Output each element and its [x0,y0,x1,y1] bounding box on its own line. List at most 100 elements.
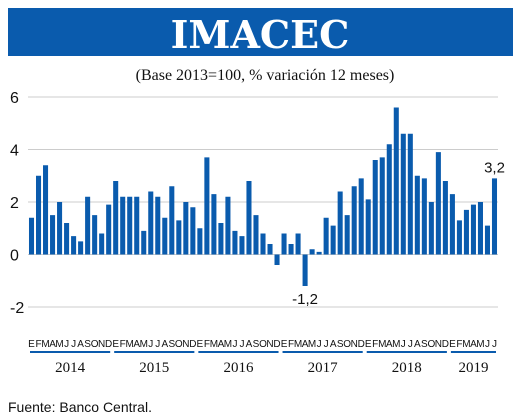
bar [57,202,63,255]
month-label: M [224,339,232,350]
month-label: A [49,339,56,350]
data-label: 3,2 [484,159,505,176]
bar [28,217,35,255]
bar [330,225,336,255]
bar [428,202,434,255]
bar [141,230,147,255]
year-label: 2014 [55,360,86,376]
year-axis: 2014 2015 2016 2017 2018 2019 [30,351,496,376]
month-label: A [414,339,421,350]
month-label: M [392,339,400,350]
bar [442,181,448,255]
month-label: E [197,339,204,350]
bar [463,209,469,255]
year-label: 2015 [139,360,169,376]
y-axis-ticks: 6 4 2 0 -2 [10,90,24,317]
month-label: J [408,339,413,350]
month-label: E [28,339,35,350]
month-label: E [112,339,119,350]
bar [302,254,308,286]
month-label: F [120,339,126,350]
bar [351,186,357,255]
year-label: 2019 [458,360,488,376]
bar [176,220,182,255]
bar [120,196,126,255]
bar [456,220,462,255]
month-label: A [246,339,253,350]
month-label: M [294,339,302,350]
bar [246,181,252,255]
month-label: M [41,339,49,350]
month-label: M [126,339,134,350]
bar [35,175,42,255]
bar [169,186,175,255]
bar [92,215,98,255]
bar [127,196,133,255]
bar [253,215,259,255]
month-label: A [302,339,309,350]
month-label: A [77,339,84,350]
bar [218,223,224,255]
bar [211,194,217,255]
month-label: D [358,339,365,350]
bar [267,244,273,255]
year-label: 2018 [392,360,422,376]
month-label: J [64,339,69,350]
bar [372,160,378,255]
month-label: F [35,339,41,350]
bar [155,196,161,255]
bar [50,215,56,255]
bar [190,207,196,255]
month-label: N [266,339,273,350]
bar [295,233,301,255]
bar [484,225,491,255]
bar [162,217,168,255]
bar [421,178,427,255]
month-label: F [288,339,294,350]
month-label: S [168,339,175,350]
month-label: N [351,339,358,350]
month-label: O [343,339,351,350]
month-label: O [175,339,183,350]
chart-subtitle: (Base 2013=100, % variación 12 meses) [136,67,395,84]
bar [316,251,322,255]
bar [85,196,91,255]
bar [400,133,406,255]
bar [323,217,329,255]
month-label: A [161,339,168,350]
y-tick-label: 2 [10,195,19,212]
month-label: J [317,339,322,350]
bar [344,215,350,255]
bar [71,236,77,255]
month-label: D [189,339,196,350]
month-label: D [442,339,449,350]
bar [414,175,420,255]
month-label: J [155,339,160,350]
month-label: S [337,339,344,350]
bar [64,223,70,255]
bar [470,204,476,255]
bar [134,196,140,255]
month-label: J [232,339,237,350]
month-label: A [218,339,225,350]
month-label: O [259,339,267,350]
month-label: A [386,339,393,350]
month-label: A [470,339,477,350]
month-label: M [462,339,470,350]
month-label: A [330,339,337,350]
bar [288,244,294,255]
bar [393,107,399,255]
month-label: N [435,339,442,350]
bar [281,233,287,255]
month-label: N [98,339,105,350]
month-label: J [71,339,76,350]
month-label: D [105,339,112,350]
month-label: S [84,339,91,350]
month-label: E [281,339,288,350]
month-label: A [133,339,140,350]
month-label: D [273,339,280,350]
bar [449,194,455,255]
bar [407,133,413,255]
